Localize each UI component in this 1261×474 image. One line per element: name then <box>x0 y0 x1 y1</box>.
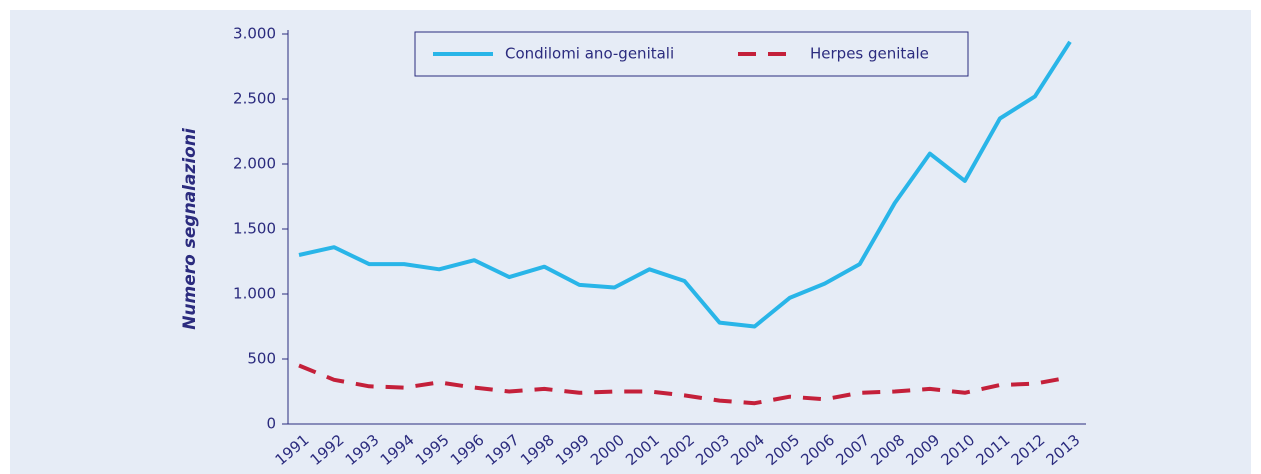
y-tick-label: 1.000 <box>233 285 276 303</box>
legend-label: Condilomi ano-genitali <box>505 45 674 63</box>
y-axis-label: Numero segnalazioni <box>180 127 200 330</box>
legend-box <box>414 31 969 77</box>
series-line <box>298 363 1071 406</box>
y-tick-label: 2.000 <box>233 155 276 173</box>
y-tick-label: 3.000 <box>233 25 276 43</box>
legend-label: Herpes genitale <box>810 45 929 63</box>
series-line <box>298 40 1072 329</box>
y-tick-label: 0 <box>266 415 276 433</box>
panel <box>10 10 1251 474</box>
y-tick-label: 1.500 <box>233 220 276 238</box>
y-tick-label: 500 <box>247 350 276 368</box>
y-tick-label: 2.500 <box>233 90 276 108</box>
